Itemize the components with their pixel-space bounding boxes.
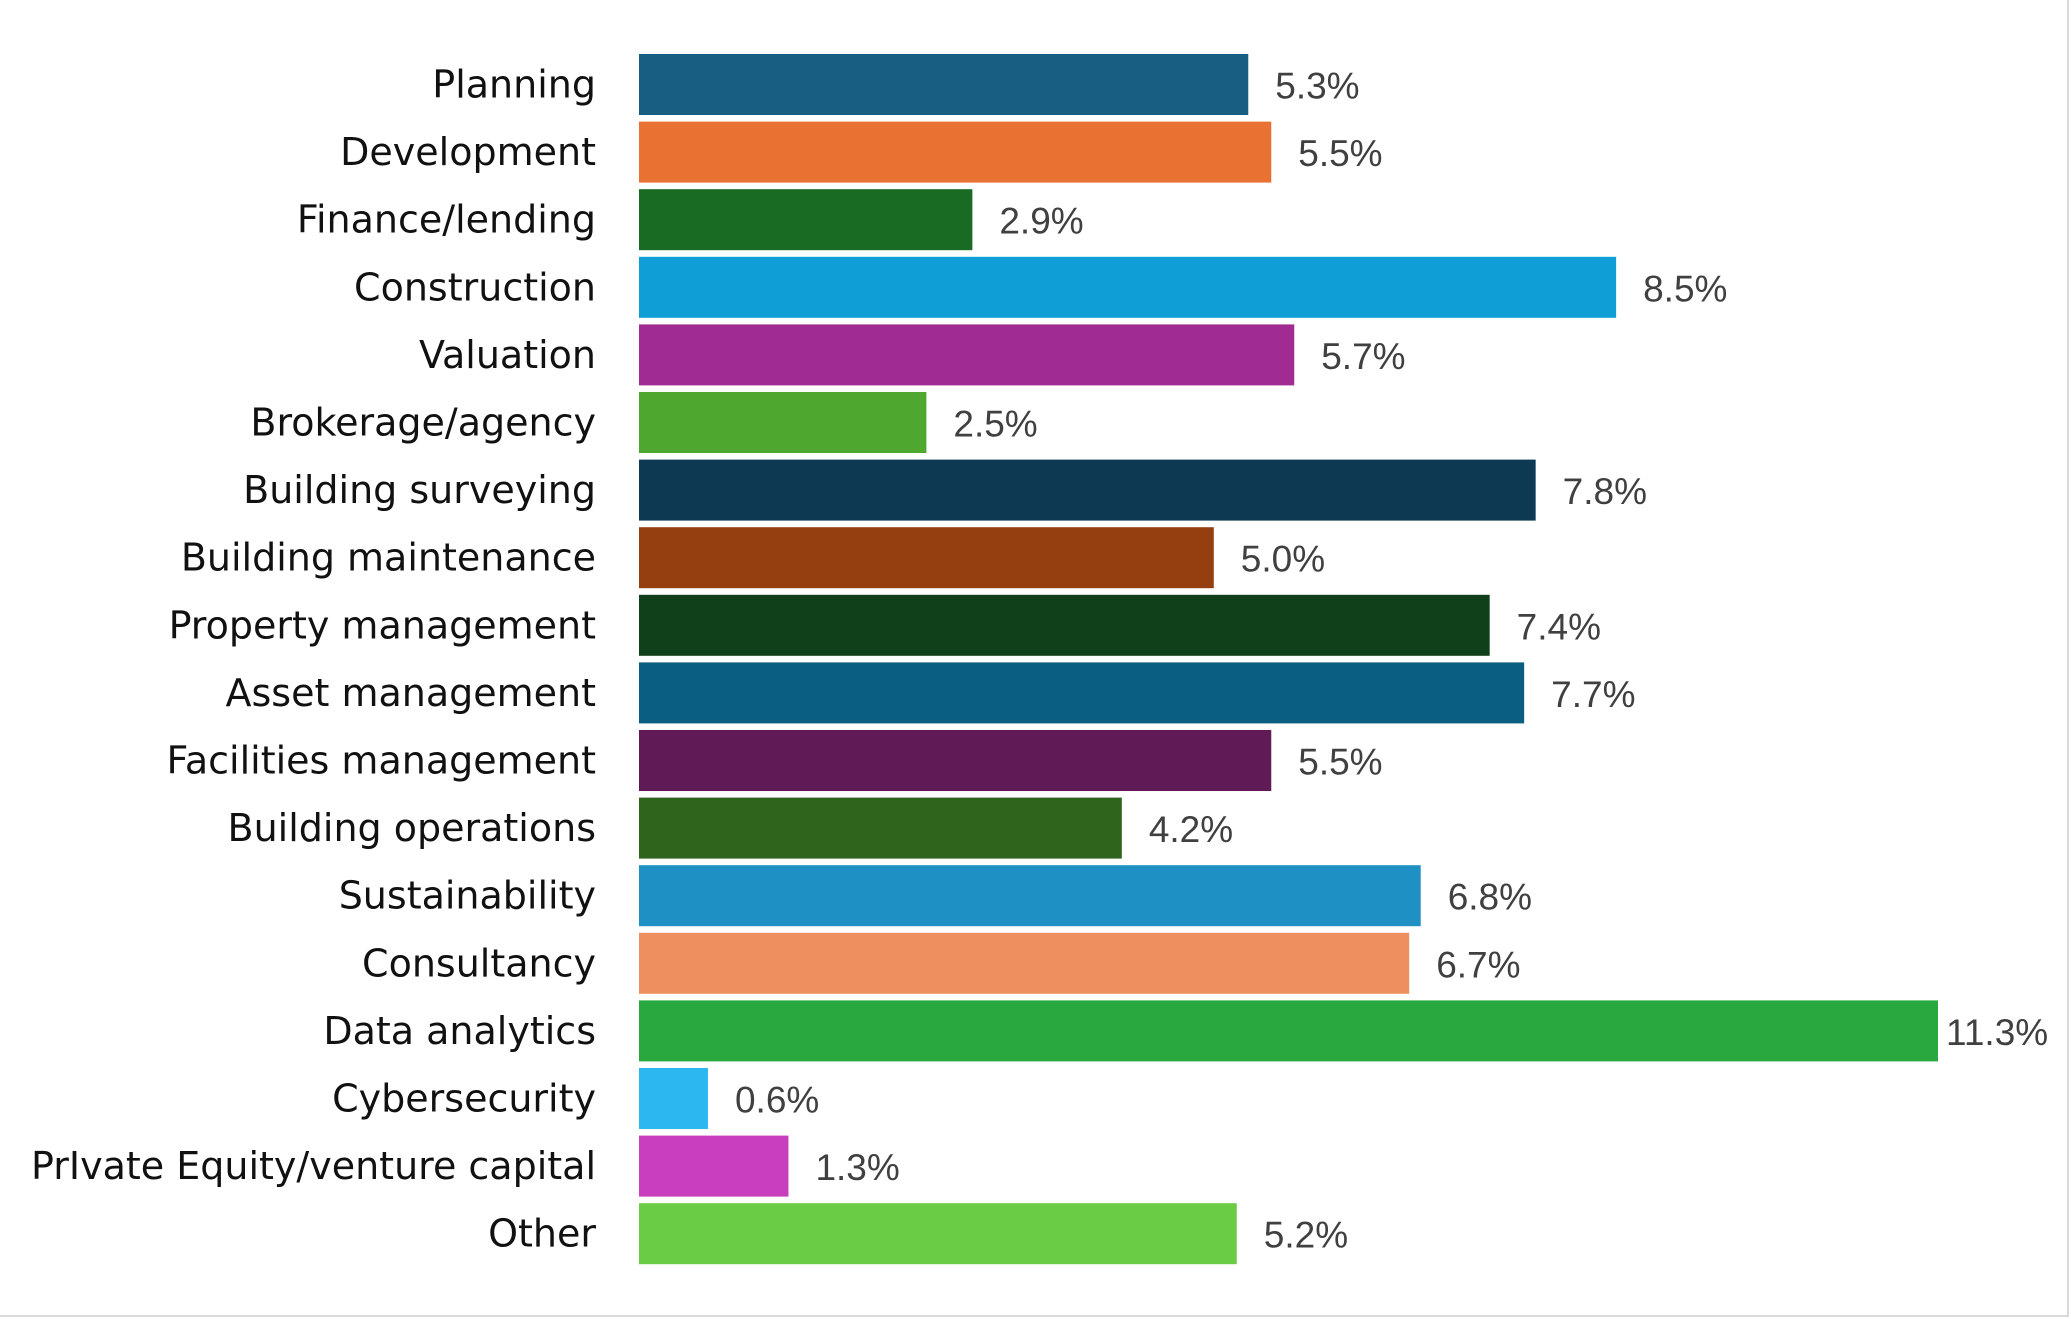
category-label: Construction xyxy=(354,265,596,309)
data-label: 7.4% xyxy=(1517,606,1601,647)
bar-8 xyxy=(639,594,1490,656)
bar-5 xyxy=(639,392,927,453)
bar-2 xyxy=(639,189,973,251)
bar-3 xyxy=(639,256,1617,318)
bar-9 xyxy=(639,662,1525,724)
bar-10 xyxy=(639,730,1272,791)
data-label: 4.2% xyxy=(1149,809,1233,850)
data-label: 0.6% xyxy=(735,1080,819,1121)
category-label: Other xyxy=(488,1212,596,1256)
category-label: Brokerage/agency xyxy=(250,401,596,445)
data-label: 5.0% xyxy=(1241,539,1325,580)
category-label: Consultancy xyxy=(362,941,596,985)
bar-4 xyxy=(639,324,1295,386)
bar-12 xyxy=(639,865,1421,927)
data-label: 5.7% xyxy=(1321,336,1405,377)
bar-11 xyxy=(639,797,1122,859)
data-label: 2.9% xyxy=(999,201,1083,242)
category-label: Finance/lending xyxy=(297,198,596,242)
data-label: 7.7% xyxy=(1551,674,1635,715)
category-label: Facilities management xyxy=(167,739,597,783)
category-label: Building operations xyxy=(228,806,596,850)
category-label: Valuation xyxy=(419,333,596,377)
data-label: 6.7% xyxy=(1436,944,1520,985)
data-label: 11.3% xyxy=(1946,1012,2048,1053)
data-label: 2.5% xyxy=(953,404,1037,445)
category-label: Development xyxy=(340,130,596,174)
bar-17 xyxy=(639,1203,1237,1265)
data-label: 8.5% xyxy=(1643,268,1727,309)
bar-0 xyxy=(639,54,1249,115)
category-label: Planning xyxy=(432,63,596,107)
category-label: PrIvate Equity/venture capital xyxy=(31,1144,596,1188)
category-label: Building maintenance xyxy=(181,536,596,580)
category-label: Building surveying xyxy=(243,468,596,512)
data-label: 6.8% xyxy=(1448,877,1532,918)
bar-7 xyxy=(639,527,1214,589)
bar-13 xyxy=(639,932,1410,994)
category-label: Property management xyxy=(169,603,596,647)
data-label: 5.5% xyxy=(1298,742,1382,783)
data-label: 5.5% xyxy=(1298,133,1382,174)
bar-6 xyxy=(639,459,1536,521)
data-label: 7.8% xyxy=(1563,471,1647,512)
category-label: Data analytics xyxy=(323,1009,596,1053)
category-label: Asset management xyxy=(226,671,597,715)
category-label: Cybersecurity xyxy=(332,1077,596,1121)
category-label: Sustainability xyxy=(339,874,596,918)
data-label: 5.2% xyxy=(1264,1215,1348,1256)
data-label: 1.3% xyxy=(815,1147,899,1188)
bar-15 xyxy=(639,1068,708,1129)
data-label: 5.3% xyxy=(1275,66,1359,107)
bar-16 xyxy=(639,1135,789,1197)
bar-14 xyxy=(639,1000,1938,1062)
bar-1 xyxy=(639,121,1272,183)
